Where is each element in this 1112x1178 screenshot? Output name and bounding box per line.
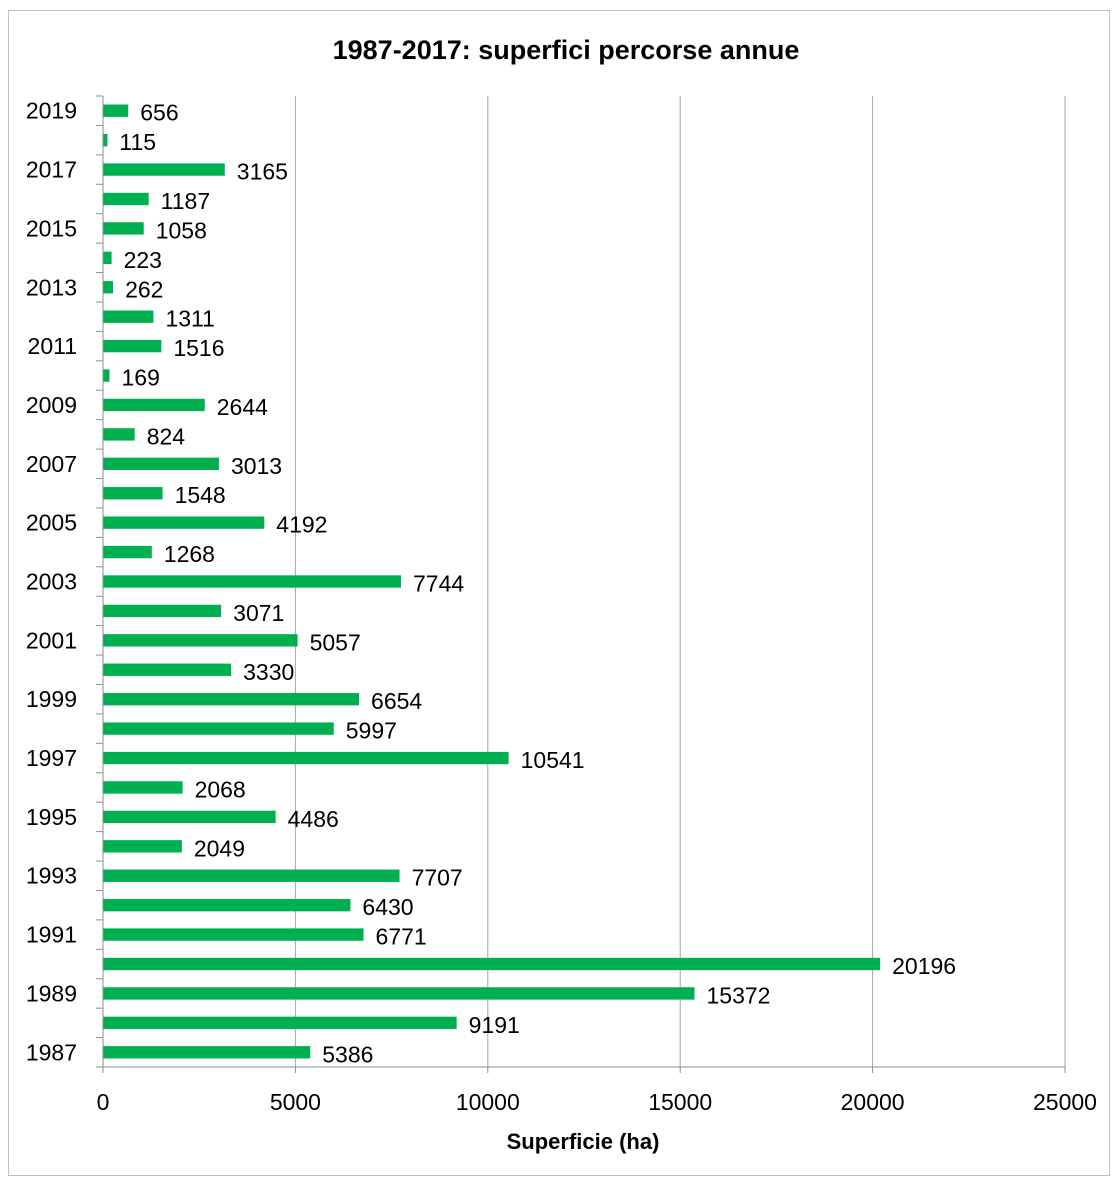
data-label-2012: 1311 — [165, 306, 214, 332]
data-label-1998: 5997 — [346, 718, 397, 744]
bar-2008 — [103, 428, 135, 441]
bar-2002 — [103, 604, 222, 618]
bars — [103, 104, 881, 1059]
bar-2016 — [103, 192, 149, 206]
bar-2018 — [103, 133, 108, 147]
x-tick-label: 5000 — [270, 1089, 321, 1115]
bar-2009 — [103, 398, 205, 412]
data-label-1992: 6430 — [362, 894, 413, 920]
bar-2003 — [103, 575, 401, 588]
bar-1992 — [103, 898, 351, 912]
data-label-2008: 824 — [147, 423, 186, 449]
data-label-2002: 3071 — [233, 600, 284, 626]
x-tick-label: 15000 — [648, 1089, 712, 1115]
y-tick-label-2013: 2013 — [26, 274, 77, 300]
bar-2001 — [103, 634, 298, 647]
data-label-1987: 5386 — [322, 1041, 373, 1067]
bar-1991 — [103, 928, 364, 941]
bar-1993 — [103, 869, 400, 882]
y-tick-label-1995: 1995 — [26, 804, 77, 830]
bar-2004 — [103, 545, 152, 559]
bar-1989 — [103, 987, 695, 1000]
data-label-1995: 4486 — [288, 806, 339, 832]
chart-frame — [8, 10, 1110, 1176]
y-tick-label-1987: 1987 — [26, 1039, 77, 1065]
bar-2017 — [103, 163, 225, 176]
data-label-1997: 10541 — [521, 747, 585, 773]
bar-1995 — [103, 810, 276, 824]
y-tick-label-1989: 1989 — [26, 980, 77, 1006]
x-tick-label: 20000 — [841, 1089, 905, 1115]
data-label-1993: 7707 — [412, 865, 463, 891]
x-tick-label: 25000 — [1033, 1089, 1097, 1115]
bar-1987 — [103, 1046, 311, 1059]
data-label-1994: 2049 — [194, 835, 245, 861]
bar-1988 — [103, 1016, 457, 1030]
data-label-2005: 4192 — [276, 512, 327, 538]
data-label-2006: 1548 — [175, 482, 226, 508]
y-axis-ticks: 1987 1989 1991 1993 1995 1997 1999 2001 2003 2005… — [26, 95, 103, 1068]
data-label-2013: 262 — [125, 276, 163, 302]
x-tick-label: 0 — [97, 1089, 110, 1115]
y-tick-label-1993: 1993 — [26, 863, 77, 889]
x-axis-ticks: 0 5000 10000 15000 20000 25000 — [97, 1066, 1097, 1115]
data-label-1996: 2068 — [195, 776, 246, 802]
bar-2006 — [103, 487, 163, 500]
data-label-1990: 20196 — [892, 953, 956, 979]
bar-1997 — [103, 751, 509, 765]
data-label-2018: 115 — [119, 129, 156, 155]
bar-2010 — [103, 369, 110, 382]
y-tick-label-1999: 1999 — [26, 686, 77, 712]
bar-2012 — [103, 310, 154, 323]
bar-2011 — [103, 339, 162, 353]
bar-1999 — [103, 693, 360, 706]
data-label-2015: 1058 — [156, 217, 207, 243]
bar-1994 — [103, 840, 182, 853]
data-label-1999: 6654 — [371, 688, 422, 714]
data-label-2007: 3013 — [231, 453, 282, 479]
y-tick-label-2019: 2019 — [26, 98, 77, 124]
x-axis-title: Superficie (ha) — [507, 1129, 660, 1154]
data-label-1991: 6771 — [376, 924, 427, 950]
bar-2013 — [103, 281, 114, 294]
y-tick-label-2007: 2007 — [26, 451, 77, 477]
y-tick-label-2009: 2009 — [26, 392, 77, 418]
bar-1990 — [103, 957, 881, 971]
y-tick-label-1991: 1991 — [26, 922, 77, 948]
data-label-2014: 223 — [124, 247, 162, 273]
bar-2005 — [103, 516, 265, 529]
y-tick-label-2003: 2003 — [26, 569, 77, 595]
data-label-2001: 5057 — [310, 629, 361, 655]
y-tick-label-2017: 2017 — [26, 157, 77, 183]
data-label-2003: 7744 — [413, 571, 464, 597]
y-tick-label-2011: 2011 — [28, 333, 77, 359]
y-tick-label-2005: 2005 — [26, 510, 77, 536]
y-tick-label-2015: 2015 — [26, 215, 77, 241]
chart-title: 1987-2017: superfici percorse annue — [333, 35, 800, 65]
bar-2019 — [103, 104, 129, 117]
bar-2014 — [103, 251, 112, 265]
data-label-2019: 656 — [140, 100, 178, 126]
bar-2015 — [103, 222, 144, 235]
data-label-2011: 1516 — [173, 335, 224, 361]
data-label-2009: 2644 — [217, 394, 268, 420]
x-tick-label: 10000 — [456, 1089, 520, 1115]
gridlines — [294, 96, 1066, 1067]
bar-2000 — [103, 663, 232, 676]
bar-2007 — [103, 457, 219, 470]
bar-1998 — [103, 722, 334, 735]
data-label-1988: 9191 — [469, 1012, 520, 1038]
data-label-2017: 3165 — [237, 159, 288, 185]
data-label-2016: 1187 — [161, 188, 210, 214]
y-tick-label-2001: 2001 — [26, 627, 77, 653]
bar-1996 — [103, 781, 183, 794]
data-label-2004: 1268 — [164, 541, 215, 567]
data-label-2010: 169 — [122, 365, 160, 391]
y-tick-label-1997: 1997 — [26, 745, 77, 771]
data-labels: 5386 9191 15372 20196 6771 6430 7707 2049 4486 20… — [119, 100, 956, 1068]
data-label-2000: 3330 — [243, 659, 294, 685]
data-label-1989: 15372 — [707, 982, 771, 1008]
